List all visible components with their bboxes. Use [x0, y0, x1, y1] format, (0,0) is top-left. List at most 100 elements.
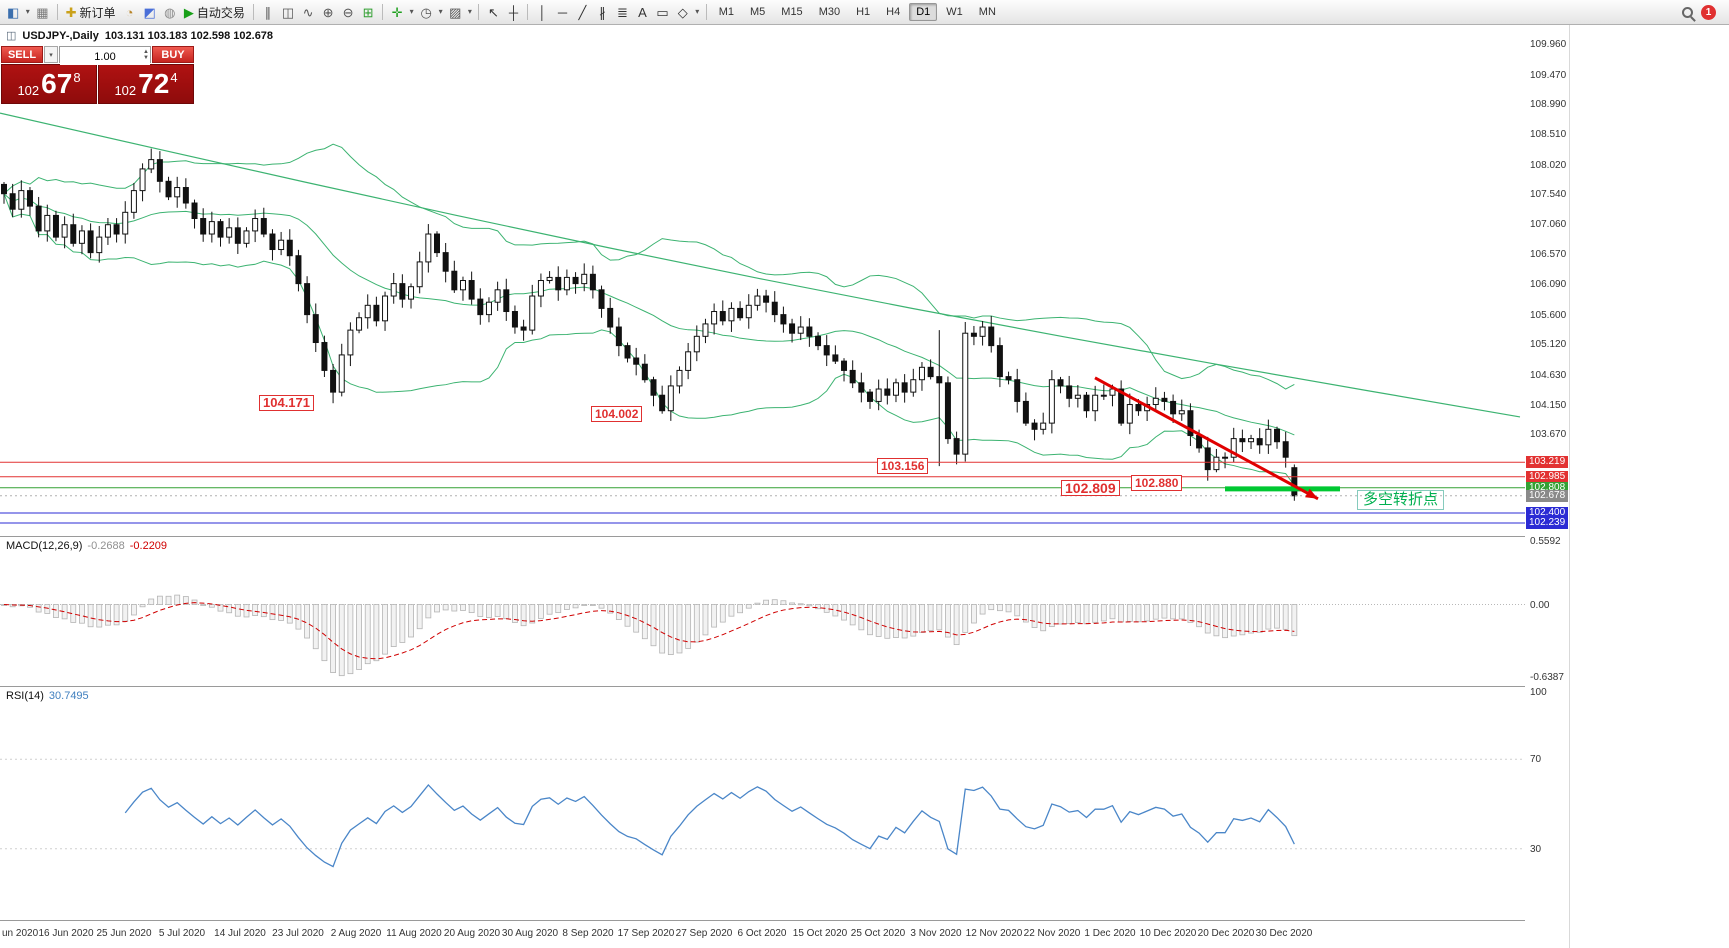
- timeframe-m5-button[interactable]: M5: [750, 6, 766, 18]
- candle-body: [494, 289, 501, 303]
- spinner-down-icon[interactable]: ▼: [143, 54, 149, 61]
- price-callout-104.171[interactable]: 104.171: [259, 395, 314, 412]
- timeframe-h1-button[interactable]: H1: [856, 6, 871, 18]
- rsi-label-row: RSI(14) 30.7495: [6, 690, 94, 702]
- sell-price-display[interactable]: 102 67 8: [1, 64, 97, 104]
- shapes-button[interactable]: ◇: [673, 2, 693, 22]
- shapes-dropdown-button[interactable]: ▾: [693, 2, 702, 22]
- timeframe-m30-button[interactable]: M30: [818, 6, 841, 18]
- candle-body: [260, 218, 267, 235]
- spinner-up-icon[interactable]: ▲: [143, 48, 149, 55]
- candle-body: [693, 335, 700, 353]
- date-label: 1 Dec 2020: [1084, 928, 1136, 939]
- one-click-trading-widget: SELL ▾ ▲ ▼ BUY 102 67 8 102: [1, 46, 194, 104]
- candle-body: [286, 239, 293, 257]
- chart-line-button[interactable]: ∿: [298, 2, 318, 22]
- candle-body: [295, 255, 302, 285]
- candle-body: [148, 159, 155, 170]
- macd-histogram-bar: [390, 604, 397, 647]
- periods-dropdown-button[interactable]: ▾: [436, 2, 445, 22]
- trendline-button[interactable]: ╱: [572, 2, 592, 22]
- new-chart-button[interactable]: ◧: [3, 2, 23, 22]
- volume-spinner[interactable]: ▲ ▼: [143, 47, 149, 62]
- candle-body: [130, 190, 137, 213]
- price-tick: 105.120: [1530, 339, 1567, 351]
- search-icon[interactable]: [1682, 6, 1693, 18]
- trend-arrow-line[interactable]: [1094, 376, 1319, 501]
- notification-badge[interactable]: 1: [1701, 4, 1716, 20]
- time-axis[interactable]: un 2020 16 Jun 2020 25 Jun 2020 5 Jul 2020 1…: [0, 921, 1569, 948]
- candle-body: [44, 214, 51, 232]
- candle-body: [849, 369, 856, 384]
- macd-histogram-bar: [867, 604, 873, 636]
- macd-histogram-bar: [234, 604, 241, 617]
- rsi-indicator-panel[interactable]: [0, 687, 1525, 920]
- macd-histogram-bar: [780, 600, 787, 605]
- timeframe-mn-button[interactable]: MN: [978, 6, 996, 18]
- price-callout-104.002[interactable]: 104.002: [591, 405, 643, 422]
- indicators-button[interactable]: ✛: [387, 2, 407, 22]
- templates-button[interactable]: ▨: [445, 2, 465, 22]
- tile-windows-button[interactable]: ⊞: [358, 2, 378, 22]
- sell-button[interactable]: SELL: [1, 46, 43, 63]
- vertical-line-button[interactable]: │: [532, 2, 552, 22]
- macd-histogram-bar: [659, 604, 666, 654]
- chart-candles-button[interactable]: ◫: [278, 2, 298, 22]
- periods-button[interactable]: ◷: [416, 2, 436, 22]
- templates-icon: ▨: [449, 4, 462, 20]
- volume-input[interactable]: [60, 49, 150, 65]
- macd-histogram-bar: [789, 602, 795, 605]
- buy-price-display[interactable]: 102 72 4: [98, 64, 194, 104]
- text-label-button[interactable]: ▭: [652, 2, 672, 22]
- profiles-button[interactable]: ▦: [32, 2, 52, 22]
- date-label: 30 Dec 2020: [1255, 928, 1313, 939]
- timeframe-w1-button[interactable]: W1: [946, 6, 963, 18]
- timeframe-d1-button[interactable]: D1: [909, 3, 938, 21]
- timeframe-m15-button[interactable]: M15: [781, 6, 803, 18]
- price-callout-102.809[interactable]: 102.809: [1061, 479, 1120, 496]
- data-window-button[interactable]: ◩: [140, 2, 160, 22]
- autotrading-button[interactable]: ▶ 自动交易: [180, 2, 249, 22]
- candle-body: [797, 326, 804, 334]
- price-callout-103.156[interactable]: 103.156: [877, 458, 929, 475]
- trade-controls-row: SELL ▾ ▲ ▼ BUY: [1, 46, 194, 65]
- buy-button[interactable]: BUY: [152, 46, 194, 63]
- panel-separator[interactable]: [0, 536, 1569, 537]
- fibonacci-button[interactable]: ≣: [612, 2, 632, 22]
- zoom-out-button[interactable]: ⊖: [338, 2, 358, 22]
- new-order-button[interactable]: ✚ 新订单: [62, 2, 120, 22]
- timeframe-m1-button[interactable]: M1: [718, 6, 734, 18]
- candle-body: [745, 304, 752, 319]
- macd-indicator-panel[interactable]: [0, 537, 1525, 686]
- macd-histogram-bar: [1274, 604, 1280, 629]
- cursor-button[interactable]: ↖: [483, 2, 503, 22]
- text-button[interactable]: A: [632, 2, 652, 22]
- chart-bars-button[interactable]: ∥: [258, 2, 278, 22]
- mql-wizard-button[interactable]: ◔: [120, 2, 140, 22]
- timeframe-h4-button[interactable]: H4: [886, 6, 901, 18]
- candle-body: [1022, 400, 1029, 424]
- main-chart-area[interactable]: ◫ USDJPY-,Daily 103.131 103.183 102.598 …: [0, 25, 1525, 536]
- zoom-in-button[interactable]: ⊕: [318, 2, 338, 22]
- turning-point-annotation[interactable]: 多空转折点: [1357, 490, 1445, 510]
- macd-histogram-bar: [988, 604, 995, 611]
- channel-button[interactable]: ∦: [592, 2, 612, 22]
- crosshair-button[interactable]: ┼: [503, 2, 523, 22]
- indicators-dropdown-button[interactable]: ▾: [407, 2, 416, 22]
- panel-separator[interactable]: [0, 686, 1569, 687]
- candle-body: [702, 323, 709, 337]
- candle-body: [408, 286, 415, 300]
- price-scale[interactable]: 109.960 109.470 108.990 108.510 108.020 107.5…: [1525, 25, 1569, 948]
- candlestick-chart[interactable]: [0, 25, 1525, 536]
- candle-body: [1291, 467, 1298, 497]
- candle-body: [1, 183, 7, 195]
- new-chart-dropdown-button[interactable]: ▾: [23, 2, 32, 22]
- candle-body: [442, 252, 449, 272]
- templates-dropdown-button[interactable]: ▾: [465, 2, 474, 22]
- horizontal-line-button[interactable]: ─: [552, 2, 572, 22]
- trade-options-dropdown-icon[interactable]: ▾: [44, 46, 58, 63]
- news-button[interactable]: ◍: [160, 2, 180, 22]
- ohlc-values: 103.131 103.183 102.598 102.678: [104, 29, 274, 42]
- price-callout-102.880[interactable]: 102.880: [1131, 475, 1183, 492]
- trendline-icon: ╱: [578, 4, 587, 20]
